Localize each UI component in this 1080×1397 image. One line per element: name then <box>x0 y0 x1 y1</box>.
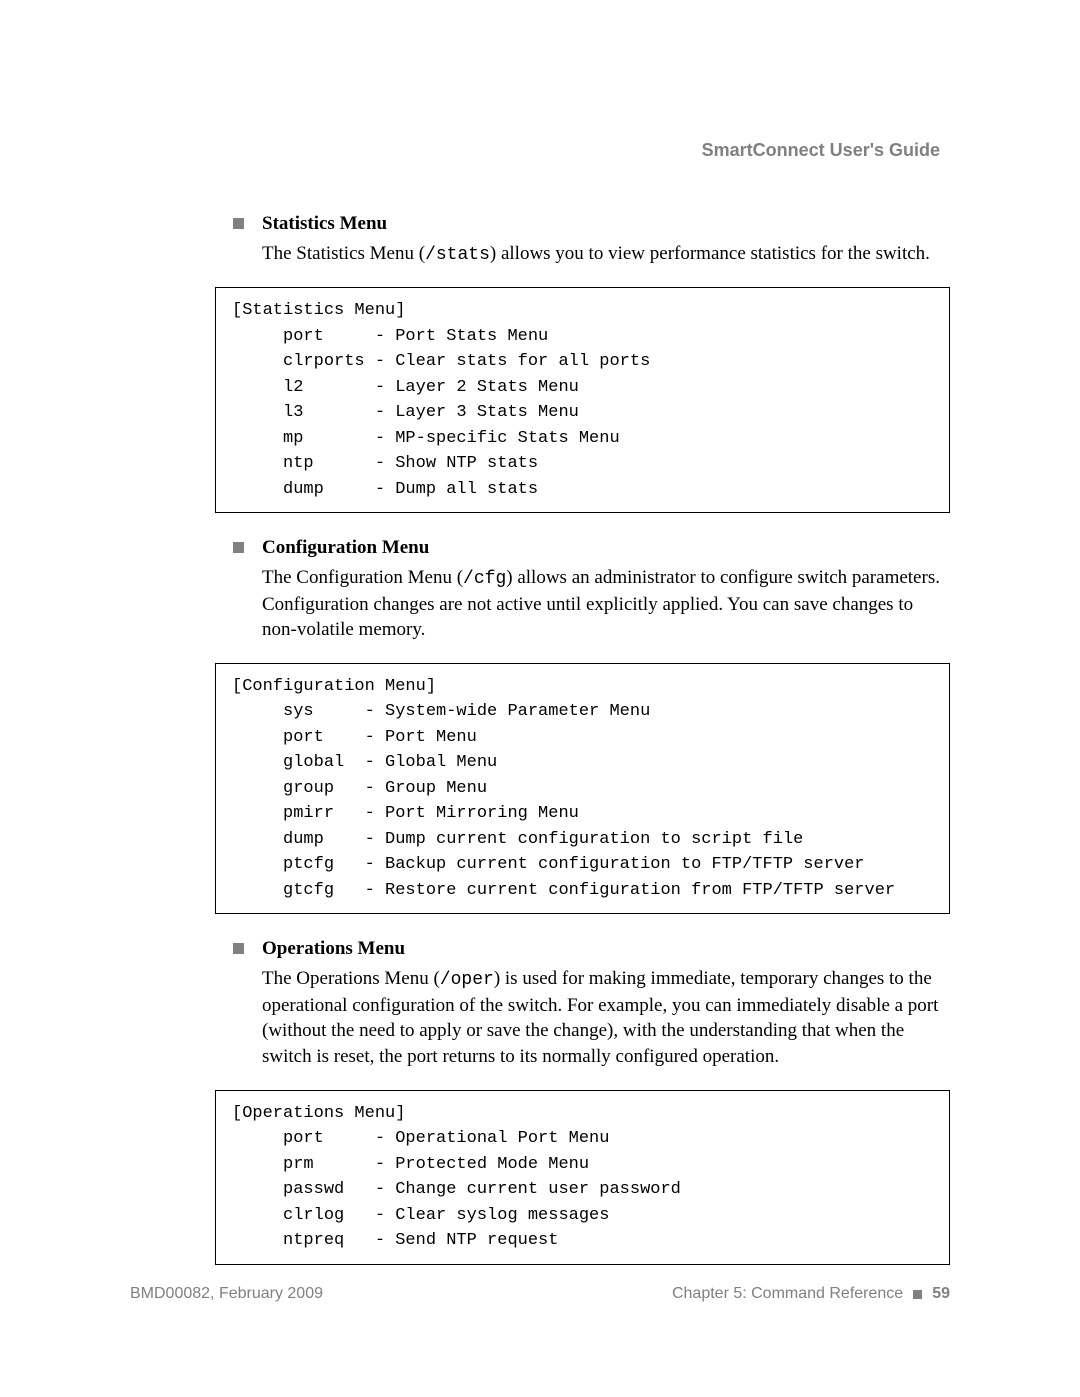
footer-chapter: Chapter 5: Command Reference <box>672 1285 903 1303</box>
square-bullet-icon <box>913 1290 922 1299</box>
code-block-operations: [Operations Menu] port - Operational Por… <box>215 1090 950 1265</box>
body-text: The Statistics Menu ( <box>262 243 425 264</box>
inline-code: /cfg <box>463 569 506 589</box>
code-block-configuration: [Configuration Menu] sys - System-wide P… <box>215 663 950 915</box>
footer-right: Chapter 5: Command Reference 59 <box>672 1285 950 1303</box>
section-operations: Operations Menu The Operations Menu (/op… <box>215 938 950 1069</box>
square-bullet-icon <box>233 218 244 229</box>
body-text: The Configuration Menu ( <box>262 567 463 588</box>
body-text: The Operations Menu ( <box>262 968 440 989</box>
inline-code: /stats <box>425 245 490 265</box>
body-text: ) allows you to view performance statist… <box>490 243 930 264</box>
section-heading: Configuration Menu <box>233 537 950 559</box>
footer-page-number: 59 <box>932 1285 950 1303</box>
document-page: SmartConnect User's Guide Statistics Men… <box>0 0 1080 1397</box>
footer-left: BMD00082, February 2009 <box>130 1285 323 1303</box>
section-body: The Operations Menu (/oper) is used for … <box>262 966 950 1069</box>
section-body: The Statistics Menu (/stats) allows you … <box>262 241 950 267</box>
page-footer: BMD00082, February 2009 Chapter 5: Comma… <box>130 1285 950 1303</box>
section-heading: Statistics Menu <box>233 213 950 235</box>
section-title: Operations Menu <box>262 938 405 960</box>
square-bullet-icon <box>233 943 244 954</box>
section-body: The Configuration Menu (/cfg) allows an … <box>262 565 950 643</box>
code-block-statistics: [Statistics Menu] port - Port Stats Menu… <box>215 287 950 513</box>
square-bullet-icon <box>233 542 244 553</box>
section-heading: Operations Menu <box>233 938 950 960</box>
section-statistics: Statistics Menu The Statistics Menu (/st… <box>215 213 950 267</box>
guide-title: SmartConnect User's Guide <box>215 140 950 161</box>
section-configuration: Configuration Menu The Configuration Men… <box>215 537 950 643</box>
section-title: Configuration Menu <box>262 537 429 559</box>
inline-code: /oper <box>440 970 494 990</box>
section-title: Statistics Menu <box>262 213 387 235</box>
